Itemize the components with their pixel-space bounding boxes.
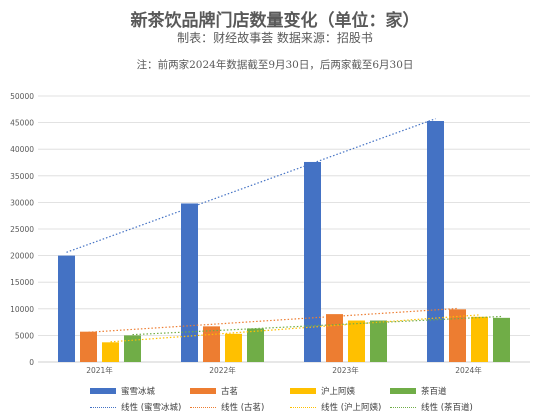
legend-trend-swatch-hushang (290, 406, 316, 408)
y-tick-label: 25000 (10, 225, 34, 234)
legend-swatch-guming (190, 388, 216, 394)
chart-subtitle: 制表：财经故事荟 数据来源：招股书 (177, 31, 373, 45)
legend-swatch-hushang (290, 388, 316, 394)
x-tick-label: 2023年 (332, 365, 359, 375)
legend-trend-swatch-guming (190, 406, 216, 408)
bar (203, 326, 220, 362)
legend: 蜜雪冰城 古茗 沪上阿姨 茶百道 线性 (蜜雪冰城) 线性 (古茗) 线性 (沪… (90, 383, 490, 415)
y-tick-label: 30000 (10, 198, 34, 207)
y-tick-label: 45000 (10, 119, 34, 128)
x-tick-label: 2021年 (86, 365, 113, 375)
y-tick-label: 10000 (10, 305, 34, 314)
legend-trend-label-guming: 线性 (古茗) (221, 403, 265, 413)
bar (348, 320, 365, 362)
y-tick-label: 35000 (10, 172, 34, 181)
bar (370, 320, 387, 362)
y-tick-label: 5000 (15, 331, 34, 340)
legend-item-mixue: 蜜雪冰城 (90, 385, 190, 397)
y-tick-label: 50000 (10, 92, 34, 101)
legend-item-trend-guming: 线性 (古茗) (190, 401, 290, 413)
bar (124, 335, 141, 362)
legend-row-trendlines: 线性 (蜜雪冰城) 线性 (古茗) 线性 (沪上阿姨) 线性 (茶百道) (90, 399, 490, 415)
trendline (88, 307, 458, 333)
legend-trend-swatch-mixue (90, 406, 116, 408)
bar (80, 331, 97, 362)
legend-swatch-chabaidao (390, 388, 416, 394)
y-tick-label: 0 (29, 358, 34, 367)
legend-label-mixue: 蜜雪冰城 (121, 387, 156, 397)
chart-title: 新茶饮品牌门店数量变化（单位：家） (130, 11, 420, 31)
y-tick-label: 20000 (10, 252, 34, 261)
legend-row-series: 蜜雪冰城 古茗 沪上阿姨 茶百道 (90, 383, 490, 399)
legend-trend-label-mixue: 线性 (蜜雪冰城) (121, 403, 182, 413)
legend-item-trend-mixue: 线性 (蜜雪冰城) (90, 401, 190, 413)
bar (471, 316, 488, 362)
x-tick-label: 2024年 (455, 365, 482, 375)
bar (247, 328, 264, 362)
legend-item-trend-hushang: 线性 (沪上阿姨) (290, 401, 390, 413)
trendline (110, 314, 480, 343)
legend-label-guming: 古茗 (221, 387, 239, 397)
legend-item-chabaidao: 茶百道 (390, 385, 490, 397)
legend-item-hushang: 沪上阿姨 (290, 385, 390, 397)
bar (493, 317, 510, 362)
bar (225, 333, 242, 362)
x-tick-label: 2022年 (209, 365, 236, 375)
bar (102, 342, 119, 362)
legend-trend-label-hushang: 线性 (沪上阿姨) (321, 403, 382, 413)
y-tick-label: 40000 (10, 145, 34, 154)
legend-trend-swatch-chabaidao (390, 406, 416, 408)
y-tick-label: 15000 (10, 278, 34, 287)
bar (427, 121, 444, 362)
bar (58, 255, 75, 362)
legend-item-guming: 古茗 (190, 385, 290, 397)
legend-label-hushang: 沪上阿姨 (321, 387, 356, 397)
bar (449, 309, 466, 362)
chart-note: 注：前两家2024年数据截至9月30日，后两家截至6月30日 (136, 59, 414, 71)
bar (181, 203, 198, 362)
trendline (66, 118, 436, 253)
bar (304, 161, 321, 362)
legend-swatch-mixue (90, 388, 116, 394)
bar (326, 314, 343, 362)
legend-item-trend-chabaidao: 线性 (茶百道) (390, 401, 490, 413)
legend-trend-label-chabaidao: 线性 (茶百道) (421, 403, 473, 413)
legend-label-chabaidao: 茶百道 (421, 387, 447, 397)
